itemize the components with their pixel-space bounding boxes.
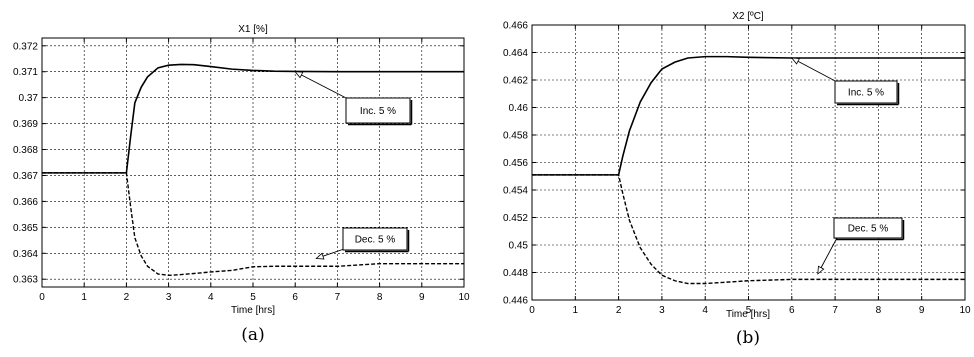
y-tick-label: 0.452 [503,213,528,224]
annotation-label: Inc. 5 % [360,106,396,117]
x-tick-label: 9 [419,292,425,303]
x-tick-label: 3 [166,292,172,303]
x-tick-label: 10 [959,305,971,316]
panel-caption: (b) [736,328,760,348]
x-tick-label: 2 [124,292,130,303]
x-tick-label: 8 [876,305,882,316]
x-tick-label: 2 [616,305,622,316]
y-tick-label: 0.448 [503,268,528,279]
y-tick-label: 0.367 [13,171,38,182]
annotation-arrow [791,57,840,84]
x-tick-label: 0 [529,305,535,316]
x-tick-label: 1 [81,292,87,303]
chart-title: X1 [%] [238,24,268,35]
annotation-arrowhead [790,57,801,65]
y-tick-label: 0.458 [503,131,528,142]
x-tick-label: 8 [377,292,383,303]
series-line-increase [532,55,965,176]
x-tick-label: 9 [919,305,925,316]
y-tick-label: 0.364 [13,249,38,260]
annotation-arrowhead [817,265,825,275]
chart-title: X2 [ºC] [732,11,764,22]
series-line-increase [42,63,464,174]
panel-caption: (a) [241,325,264,345]
annotation-arrowhead [294,71,304,79]
x-tick-label: 4 [208,292,214,303]
x-tick-label: 4 [702,305,708,316]
y-tick-label: 0.372 [13,41,38,52]
annotation-box [833,217,903,239]
y-tick-label: 0.365 [13,223,38,234]
chart-panel-b: 0.446 0.448 0.45 0.452 0.454 0.456 0.458 0.46 0.… [503,11,971,348]
y-tick-label: 0.368 [13,145,38,156]
series-line-decrease [42,172,464,277]
y-tick-label: 0.366 [13,197,38,208]
annotation-box [342,227,408,251]
x-tick-label: 6 [292,292,298,303]
x-tick-label: 10 [458,292,470,303]
y-tick-label: 0.454 [503,186,528,197]
series-line-decrease [532,174,965,285]
x-axis-label: Time [hrs] [726,309,770,320]
annotation-label: Dec. 5 % [355,235,396,246]
annotation-arrow [294,71,351,101]
y-tick-label: 0.464 [503,48,528,59]
y-tick-label: 0.45 [509,241,529,252]
x-tick-label: 5 [250,292,256,303]
x-tick-label: 1 [573,305,579,316]
annotation-label: Dec. 5 % [848,224,889,235]
y-tick-label: 0.369 [13,119,38,130]
y-tick-label: 0.466 [503,21,528,32]
x-tick-label: 5 [746,305,752,316]
y-tick-label: 0.371 [13,67,38,78]
x-tick-label: 0 [39,292,45,303]
y-tick-label: 0.456 [503,158,528,169]
x-tick-label: 6 [789,305,795,316]
y-tick-label: 0.462 [503,76,528,87]
y-tick-label: 0.37 [19,93,39,104]
y-tick-label: 0.446 [503,296,528,307]
y-tick-label: 0.46 [509,103,529,114]
annotation-arrowhead [315,252,325,260]
y-tick-label: 0.363 [13,275,38,286]
x-tick-label: 7 [832,305,838,316]
chart-panel-a: 0.363 0.364 0.365 0.366 0.367 0.368 0.369 0.37 0… [13,24,470,345]
x-tick-label: 7 [335,292,341,303]
annotation-label: Inc. 5 % [848,88,884,99]
x-tick-label: 3 [659,305,665,316]
annotation-box [834,80,898,104]
x-axis-label: Time [hrs] [231,305,275,316]
annotation-box [345,97,411,124]
